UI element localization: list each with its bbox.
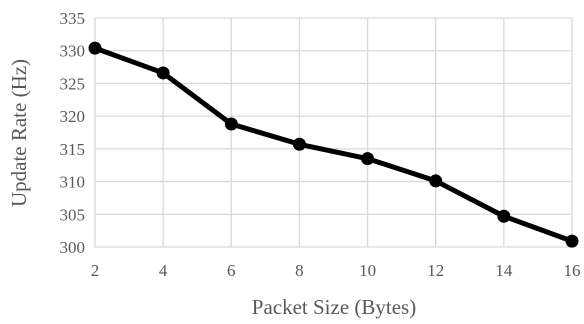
- series-line: [92, 45, 575, 244]
- data-point: [292, 137, 306, 151]
- y-tick-labels: 300 305 310 315 320 325 330 335: [60, 9, 86, 257]
- x-tick-label: 2: [91, 261, 100, 280]
- y-axis-title: Update Rate (Hz): [7, 59, 31, 207]
- x-tick-label: 12: [427, 261, 444, 280]
- data-point: [361, 152, 375, 166]
- y-tick-label: 315: [60, 140, 86, 159]
- y-tick-label: 335: [60, 9, 86, 28]
- x-tick-label: 16: [564, 261, 581, 280]
- data-point: [497, 209, 511, 223]
- y-tick-label: 325: [60, 74, 86, 93]
- y-tick-label: 330: [60, 42, 86, 61]
- data-point: [156, 66, 170, 80]
- x-tick-label: 6: [227, 261, 236, 280]
- x-tick-label: 4: [159, 261, 168, 280]
- y-tick-label: 310: [60, 173, 86, 192]
- x-tick-label: 8: [295, 261, 304, 280]
- data-point: [88, 41, 102, 55]
- x-tick-label: 14: [495, 261, 513, 280]
- y-tick-label: 300: [60, 238, 86, 257]
- y-tick-label: 305: [60, 205, 86, 224]
- series: [88, 41, 579, 248]
- data-point: [565, 234, 579, 248]
- y-tick-label: 320: [60, 107, 86, 126]
- x-tick-label: 10: [359, 261, 376, 280]
- x-axis-title: Packet Size (Bytes): [252, 295, 416, 319]
- data-point: [429, 174, 443, 188]
- x-tick-labels: 2 4 6 8 10 12 14 16: [91, 261, 581, 280]
- data-point: [224, 117, 238, 131]
